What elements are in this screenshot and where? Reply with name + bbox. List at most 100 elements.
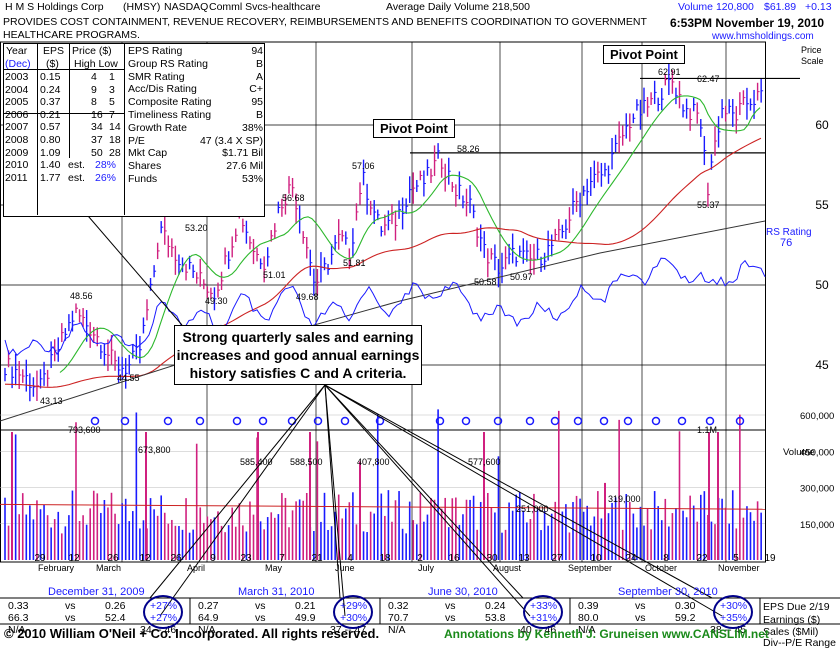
price-data-label: 48.56 [70, 291, 93, 301]
fundamentals-table-rule [3, 69, 124, 70]
callout-pointer-quarter [324, 384, 713, 599]
rating-value: 53% [241, 173, 263, 185]
date-tick-label: 26 [107, 553, 119, 564]
year-subheader: (Dec) [5, 58, 31, 70]
date-tick-label: 12 [139, 553, 151, 564]
volume-tick-label: 450,000 [800, 447, 834, 458]
date-tick-label: 5 [733, 553, 739, 564]
chart-frame [0, 41, 766, 563]
volume-data-label: 319,000 [608, 494, 641, 504]
fundamentals-high: 4 [91, 71, 97, 83]
fundamentals-table-rule [69, 43, 70, 158]
fundamentals-eps: 1.40 [40, 159, 61, 172]
date-tick-label: 26 [170, 553, 182, 564]
callout-pointer-quarter [324, 384, 531, 617]
date-tick-label: 12 [68, 553, 80, 564]
rating-value: 27.6 Mil [226, 160, 263, 173]
quarter-sales-prior: 49.9 [295, 612, 316, 624]
moving-average-long-term [0, 220, 766, 422]
callout-pointer-quarter [324, 384, 723, 617]
description-line1: PROVIDES COST CONTAINMENT, REVENUE RECOV… [3, 16, 647, 28]
quarter-sales-current: 64.9 [198, 612, 219, 624]
date-tick-label: 24 [625, 553, 637, 564]
volume-data-label: 251,000 [516, 504, 549, 514]
callout-pointer-quarter [324, 384, 341, 599]
fundamentals-eps: 1.09 [40, 146, 61, 159]
rating-label: Shares [128, 160, 162, 173]
fundamentals-low: 3 [109, 83, 115, 96]
fundamentals-year: 2006 [5, 108, 29, 121]
rating-label: Composite Rating [128, 96, 212, 109]
fundamentals-year: 2005 [5, 96, 29, 109]
price-change: +0.13 [805, 1, 832, 13]
ownership-marker [340, 416, 350, 426]
month-label: February [38, 563, 75, 573]
website-link[interactable]: www.hmsholdings.com [712, 31, 814, 42]
quarter-na: N/A [388, 624, 406, 636]
volume-tick-label: 150,000 [800, 520, 834, 531]
rating-label: Funds [128, 173, 158, 185]
quarter-sales-prior: 52.4 [105, 612, 126, 624]
fundamentals-year: 2008 [5, 134, 29, 146]
quarter-sales-current: 70.7 [388, 612, 409, 624]
rating-value: B [255, 109, 263, 121]
quarter-vs: vs [635, 600, 646, 612]
fundamentals-table: Year (Dec) EPS ($) Price ($) High Low 20… [3, 43, 265, 217]
date-tick-label: 13 [518, 553, 530, 564]
callout-line-2: increases and good annual earnings [176, 347, 420, 363]
rating-label: EPS Rating [128, 45, 183, 57]
date-tick-label: 27 [551, 553, 563, 564]
ownership-marker [599, 416, 609, 426]
fundamentals-high: 16 [91, 108, 103, 121]
price-data-label: 49.68 [296, 292, 319, 302]
month-label: October [645, 563, 677, 573]
fundamentals-growth: 26% [95, 171, 117, 184]
quarter-vs: vs [445, 612, 456, 624]
price-data-label: 55.37 [697, 200, 720, 210]
fundamentals-eps: 0.21 [40, 108, 61, 121]
ownership-marker [120, 416, 130, 426]
rating-label: Mkt Cap [128, 147, 168, 160]
fundamentals-high: 8 [91, 96, 97, 109]
quarter-vs: vs [65, 612, 76, 624]
quarter-eps-prior: 0.26 [105, 600, 126, 612]
quarter-highlight-circle [713, 595, 753, 629]
eps-subheader: ($) [46, 58, 59, 70]
fundamentals-low: 7 [109, 108, 115, 121]
volume-today: Volume 120,800 [678, 1, 754, 13]
quarter-eps-current: 0.39 [578, 600, 599, 612]
rating-label: P/E [128, 134, 145, 147]
ownership-marker [90, 416, 100, 426]
ownership-marker [232, 416, 242, 426]
date-tick-label: 29 [34, 553, 46, 564]
volume-data-label: 585,400 [240, 457, 273, 467]
volume-tick-label: 600,000 [800, 411, 834, 422]
fundamentals-low: 14 [109, 121, 121, 134]
ownership-marker [195, 416, 205, 426]
quarter-eps-prior: 0.30 [675, 600, 696, 612]
month-label: March [96, 563, 121, 573]
rating-value: A [255, 70, 263, 83]
fundamentals-table-rule [124, 43, 125, 215]
eps-header: EPS [43, 45, 65, 57]
fundamentals-high: 37 [91, 134, 103, 146]
volume-data-label: 407,800 [357, 457, 390, 467]
price-tick-label: 60 [815, 118, 829, 132]
rating-value: 38% [241, 121, 263, 134]
date-tick-label: 8 [663, 553, 669, 564]
fundamentals-high: 34 [91, 121, 103, 134]
volume-average-line [0, 503, 766, 510]
date-tick-label: 10 [590, 553, 602, 564]
fundamentals-est: est. [68, 159, 85, 172]
callout-pointer-quarter [149, 384, 326, 599]
ownership-marker [525, 416, 535, 426]
month-label: June [335, 563, 355, 573]
scale-axis-title: Scale [801, 56, 824, 66]
quarter-title: September 30, 2010 [618, 586, 718, 598]
ownership-marker [313, 416, 323, 426]
quarter-vs: vs [65, 600, 76, 612]
moving-average-50day [59, 95, 761, 373]
rating-value: 95 [251, 96, 263, 109]
div-pe-legend: Div--P/E Range [763, 637, 836, 649]
exchange: NASDAQ [164, 1, 209, 13]
